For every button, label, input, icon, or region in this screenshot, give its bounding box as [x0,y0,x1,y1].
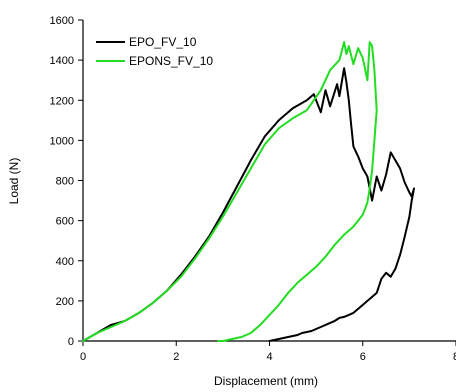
y-axis-ticks: 0 200 400 600 800 1000 1200 1400 1600 [50,15,83,348]
legend-label-1: EPO_FV_10 [129,35,197,49]
y-axis-title: Load (N) [7,158,21,205]
x-tick-label: 6 [360,351,366,363]
plot-frame [82,20,456,342]
y-tick-label: 200 [56,296,74,308]
x-axis-ticks: 0 2 4 6 8 [80,341,456,363]
legend-label-2: EPONS_FV_10 [129,54,213,68]
y-tick-label: 600 [56,216,74,228]
x-tick-label: 4 [266,351,272,363]
legend: EPO_FV_10 EPONS_FV_10 [96,35,213,68]
x-axis-title: Displacement (mm) [214,374,318,388]
series-layer [82,41,415,342]
y-tick-label: 0 [68,336,74,348]
y-tick-label: 1000 [50,135,74,147]
x-tick-label: 2 [173,351,179,363]
series-line-2 [82,41,378,342]
y-tick-label: 800 [56,176,74,188]
y-tick-label: 1400 [50,55,74,67]
y-tick-label: 1600 [50,15,74,27]
x-tick-label: 0 [80,351,86,363]
y-tick-label: 1200 [50,95,74,107]
x-tick-label: 8 [453,351,456,363]
series-line-1 [82,67,415,342]
y-tick-label: 400 [56,256,74,268]
